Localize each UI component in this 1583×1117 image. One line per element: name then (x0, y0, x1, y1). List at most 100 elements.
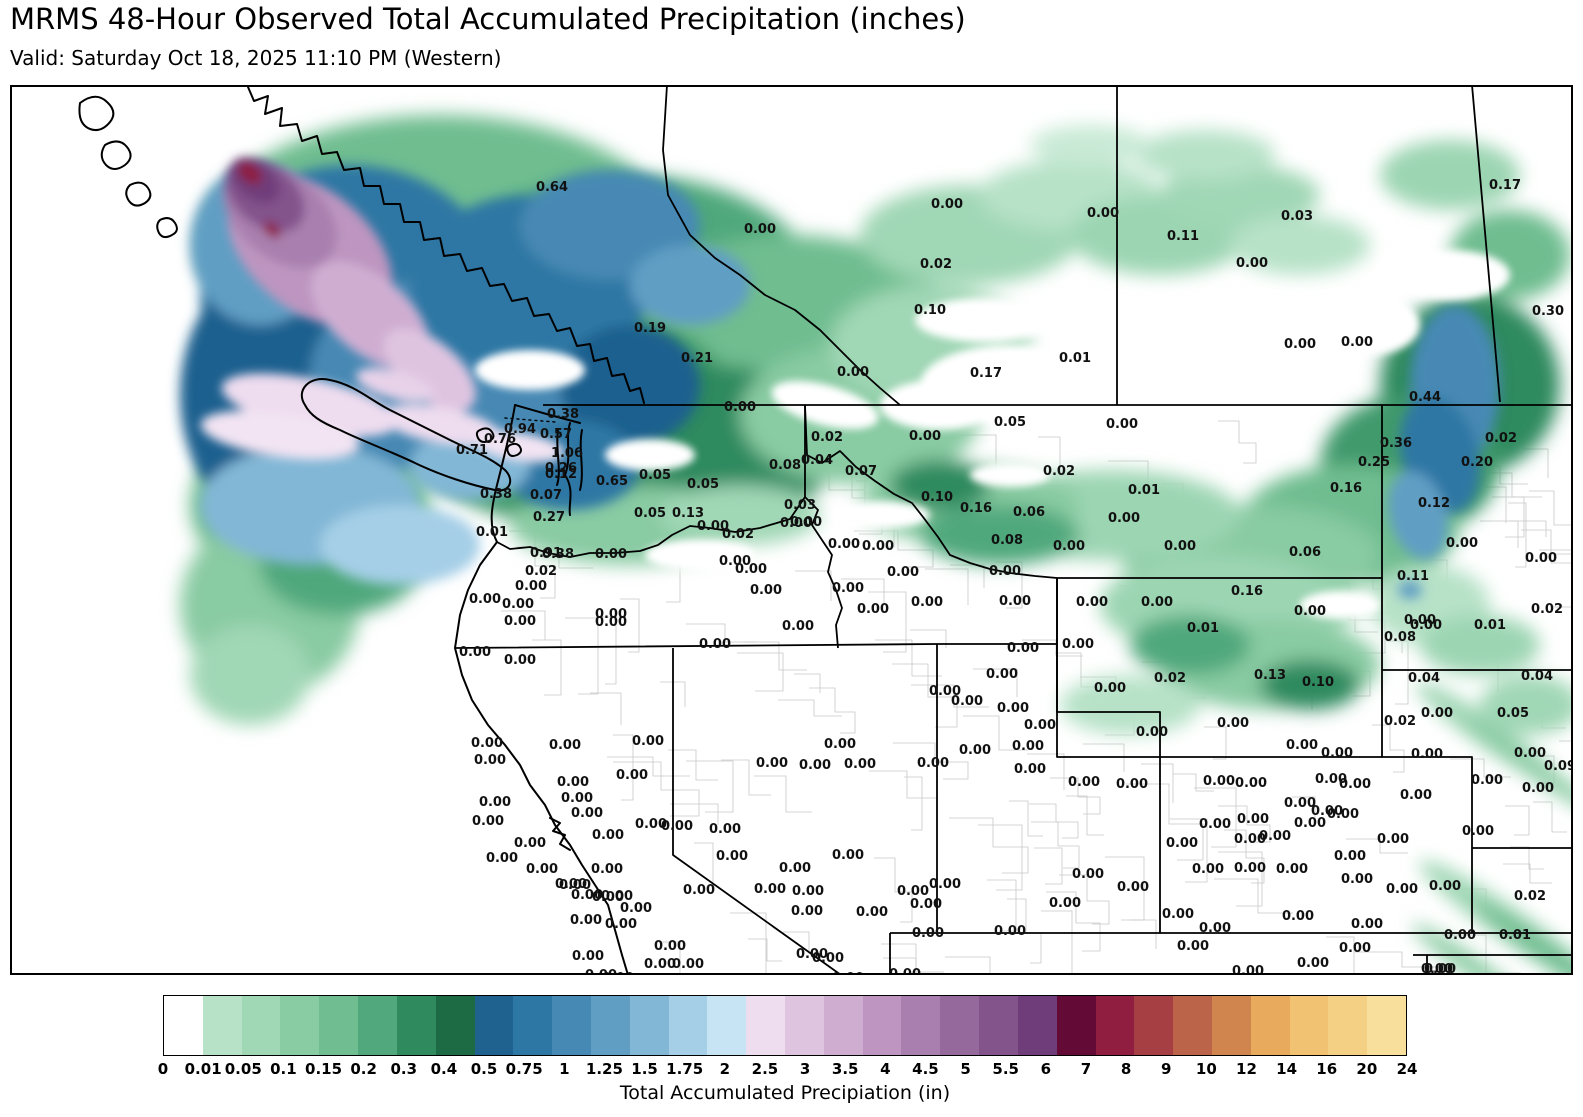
county-line (910, 629, 947, 648)
precip-value-label: 0.00 (1444, 928, 1476, 943)
colorbar-tick: 16 (1316, 1060, 1338, 1078)
precip-value-label: 0.00 (857, 602, 889, 617)
precip-value-label: 1.06 (551, 446, 583, 461)
precip-value-label: 0.02 (1154, 671, 1186, 686)
precip-value-label: 0.00 (1087, 206, 1119, 221)
precip-value-label: 0.26 (545, 461, 577, 476)
precip-value-label: 0.00 (1411, 747, 1443, 762)
bc-mainland-coast (247, 86, 645, 404)
precip-value-label: 0.00 (591, 862, 623, 877)
precip-value-label: 0.00 (812, 951, 844, 966)
precip-value-label: 0.05 (634, 506, 666, 521)
colorbar-segment (1250, 996, 1290, 1055)
colorbar-tick: 3.5 (831, 1060, 859, 1078)
juan-de-fuca-dotted (504, 417, 556, 423)
precip-value-label: 0.05 (994, 415, 1026, 430)
or-id-border (804, 496, 843, 649)
colorbar-tick-labels: 0 0.01 0.05 0.1 0.15 0.2 0.3 0.4 0.5 0.75 1 1.25 1.5… (158, 1060, 1418, 1080)
precip-value-label: 0.38 (542, 547, 574, 562)
precip-value-label: 0.00 (1014, 762, 1046, 777)
county-line (949, 817, 1029, 874)
precip-value-label: 0.00 (1276, 862, 1308, 877)
precip-value-label: 0.00 (1237, 812, 1269, 827)
precip-value-label: 0.12 (1418, 496, 1450, 511)
precip-value-label: 0.00 (999, 594, 1031, 609)
precip-value-label: 0.10 (921, 490, 953, 505)
county-line (1346, 838, 1408, 854)
precip-value-label: 0.02 (1043, 464, 1075, 479)
county-line (783, 931, 810, 954)
precip-value-label: 0.00 (616, 768, 648, 783)
nm-ok-box (1413, 954, 1573, 975)
county-line (1450, 758, 1511, 778)
precip-value-label: 0.00 (735, 562, 767, 577)
county-line (1029, 803, 1079, 839)
county-line (1218, 805, 1271, 843)
county-line (1510, 846, 1544, 870)
colorbar-segment (1367, 996, 1406, 1055)
county-line (1533, 801, 1567, 833)
precip-value-label: 0.00 (683, 883, 715, 898)
precip-value-label: 0.00 (1232, 964, 1264, 975)
precip-value-label: 0.00 (791, 904, 823, 919)
precip-value-label: 0.00 (782, 619, 814, 634)
precip-value-label: 0.00 (504, 614, 536, 629)
colorbar-tick: 2 (719, 1060, 731, 1078)
precip-value-label: 0.16 (960, 501, 992, 516)
precip-value-label: 0.00 (1162, 907, 1194, 922)
precip-value-label: 0.36 (1380, 436, 1412, 451)
precip-value-label: 0.00 (912, 926, 944, 941)
county-line (1083, 743, 1125, 772)
colorbar-tick: 4.5 (912, 1060, 939, 1078)
precip-value-label: 0.00 (1117, 880, 1149, 895)
precip-value-label: 0.00 (1217, 716, 1249, 731)
precip-value-label: 0.00 (1136, 725, 1168, 740)
colorbar-segment (979, 996, 1018, 1055)
colorbar-segment (1056, 996, 1096, 1055)
precip-value-label: 0.00 (1297, 956, 1329, 971)
precip-value-label: 0.10 (914, 303, 946, 318)
precip-value-label: 0.00 (1141, 595, 1173, 610)
colorbar-segment (164, 996, 203, 1055)
county-line (670, 803, 719, 825)
precip-value-label: 0.00 (1321, 746, 1353, 761)
precip-value-label: 0.00 (620, 901, 652, 916)
precip-value-label: 0.00 (514, 836, 546, 851)
county-line (945, 956, 991, 975)
precip-value-label: 0.76 (484, 432, 516, 447)
colorbar-tick: 6 (1040, 1060, 1052, 1078)
precip-value-label: 0.00 (1429, 879, 1461, 894)
precip-value-label: 0.00 (1525, 551, 1557, 566)
colorbar-segment (1328, 996, 1368, 1055)
colorbar-tick: 1 (559, 1060, 570, 1078)
county-line (721, 759, 771, 796)
colorbar-segment (1173, 996, 1212, 1055)
precip-value-label: 0.00 (570, 913, 602, 928)
colorbar-tick: 0.05 (224, 1060, 262, 1078)
precip-value-label: 0.00 (1410, 618, 1442, 633)
precip-value-labels: 0.64 0.19 0.21 0.17 0.10 0.02 0.11 0.03 0.01 0.17… (456, 178, 1573, 975)
county-line (1505, 805, 1530, 836)
precip-value-label: 0.00 (780, 516, 812, 531)
precip-value-label: 0.00 (951, 694, 983, 709)
west-coast (454, 541, 629, 975)
precip-value-label: 0.00 (1234, 861, 1266, 876)
county-line (868, 591, 907, 653)
colorbar-tick: 14 (1276, 1060, 1298, 1078)
county-line (660, 681, 686, 707)
precip-value-label: 0.00 (1404, 613, 1436, 628)
haida-gwaii-islands (78, 95, 178, 239)
county-line (744, 641, 807, 671)
precip-value-label: 0.00 (929, 877, 961, 892)
precip-value-label: 0.00 (1199, 817, 1231, 832)
precip-value-label: 0.01 (1059, 351, 1091, 366)
county-line (841, 578, 885, 603)
precip-value-label: 0.00 (910, 897, 942, 912)
county-line (501, 610, 546, 640)
precip-value-label: 0.00 (1341, 335, 1373, 350)
precip-value-label: 0.25 (1358, 455, 1390, 470)
precip-value-label: 0.00 (555, 877, 587, 892)
county-line (925, 568, 969, 605)
precip-value-label: 0.10 (1302, 675, 1334, 690)
colorbar-tick: 1.5 (631, 1060, 658, 1078)
